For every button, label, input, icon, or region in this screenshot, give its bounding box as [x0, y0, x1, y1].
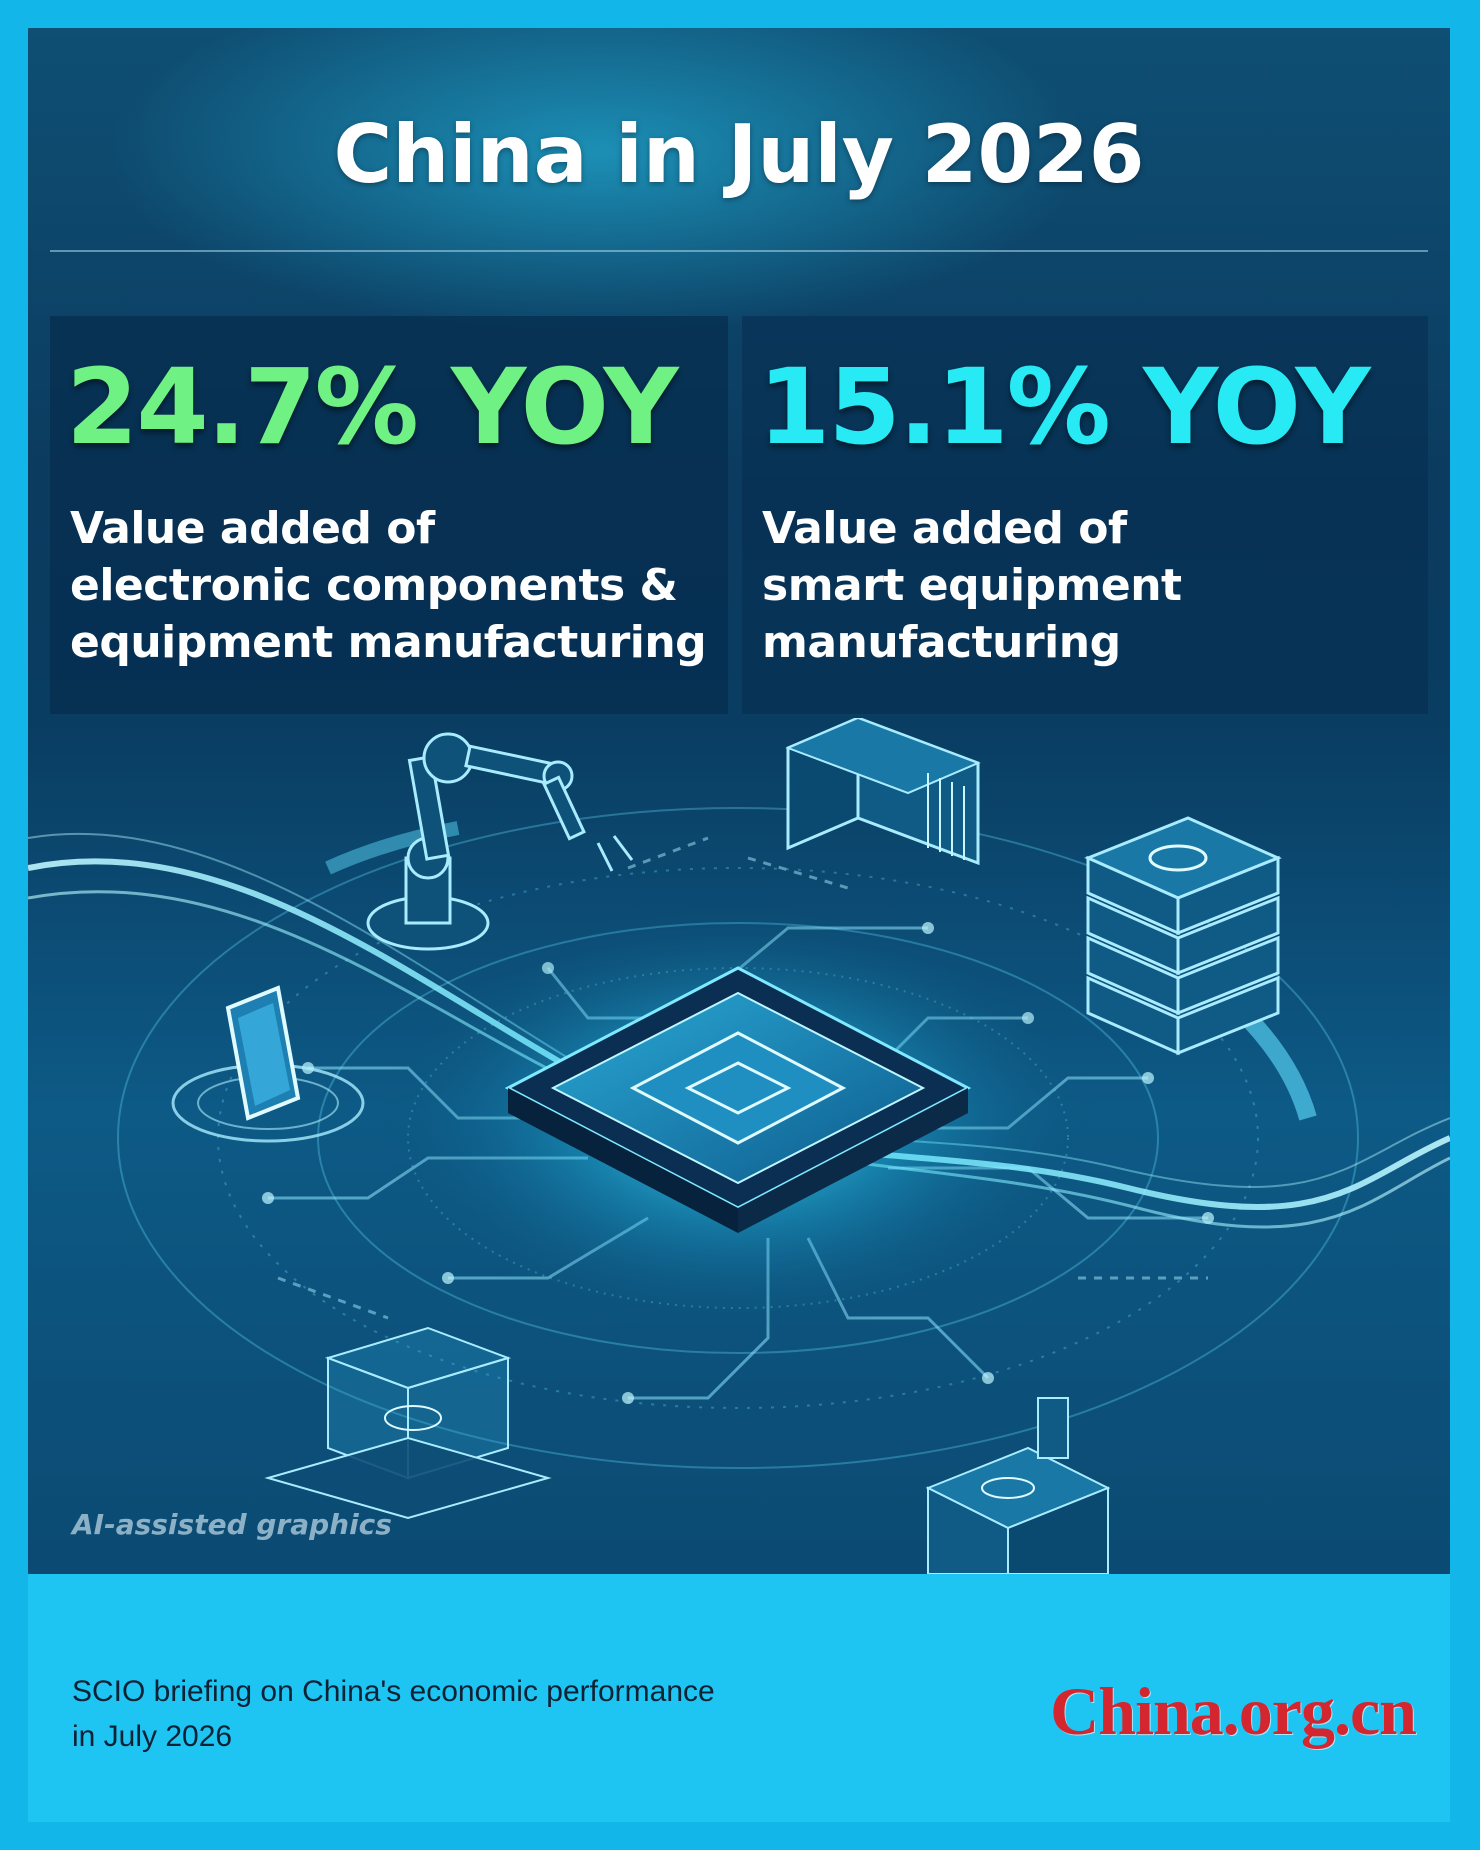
smartphone-icon	[171, 985, 365, 1143]
robot-arm-icon	[366, 732, 634, 951]
server-rack-icon	[1084, 816, 1282, 1056]
microchip-icon	[504, 966, 972, 1233]
footer: SCIO briefing on China's economic perfor…	[28, 1574, 1450, 1822]
stat-description-line: equipment manufacturing	[70, 617, 707, 668]
stat-description-line: smart equipment	[762, 560, 1182, 611]
source-line: SCIO briefing on China's economic perfor…	[72, 1675, 715, 1708]
title-divider	[50, 250, 1428, 252]
main-panel: China in July 2026 24.7% YOY Value added…	[28, 28, 1450, 1574]
stat-description-line: Value added of	[762, 503, 1127, 554]
stat-description-line: electronic components &	[70, 560, 678, 611]
page-title: China in July 2026	[333, 108, 1145, 201]
stat-description-smart-equipment: Value added of smart equipment manufactu…	[762, 500, 1412, 671]
stat-card-smart-equipment: 15.1% YOY Value added of smart equipment…	[742, 316, 1428, 714]
glass-cube-icon	[264, 1326, 552, 1520]
stat-value-electronics: 24.7% YOY	[66, 346, 679, 468]
device-box-icon	[925, 1397, 1111, 1574]
source-line: in July 2026	[72, 1720, 233, 1753]
ai-watermark: AI-assisted graphics	[72, 1508, 392, 1541]
china-org-logo: China.org.cn	[1050, 1673, 1417, 1749]
stat-description-electronics: Value added of electronic components & e…	[70, 500, 720, 671]
server-tower-icon	[785, 718, 981, 866]
tech-illustration	[28, 718, 1450, 1574]
stat-description-line: manufacturing	[762, 617, 1121, 668]
stat-card-electronics: 24.7% YOY Value added of electronic comp…	[50, 316, 728, 714]
source-caption: SCIO briefing on China's economic perfor…	[72, 1669, 872, 1759]
stat-description-line: Value added of	[70, 503, 435, 554]
stat-value-smart-equipment: 15.1% YOY	[758, 346, 1371, 468]
